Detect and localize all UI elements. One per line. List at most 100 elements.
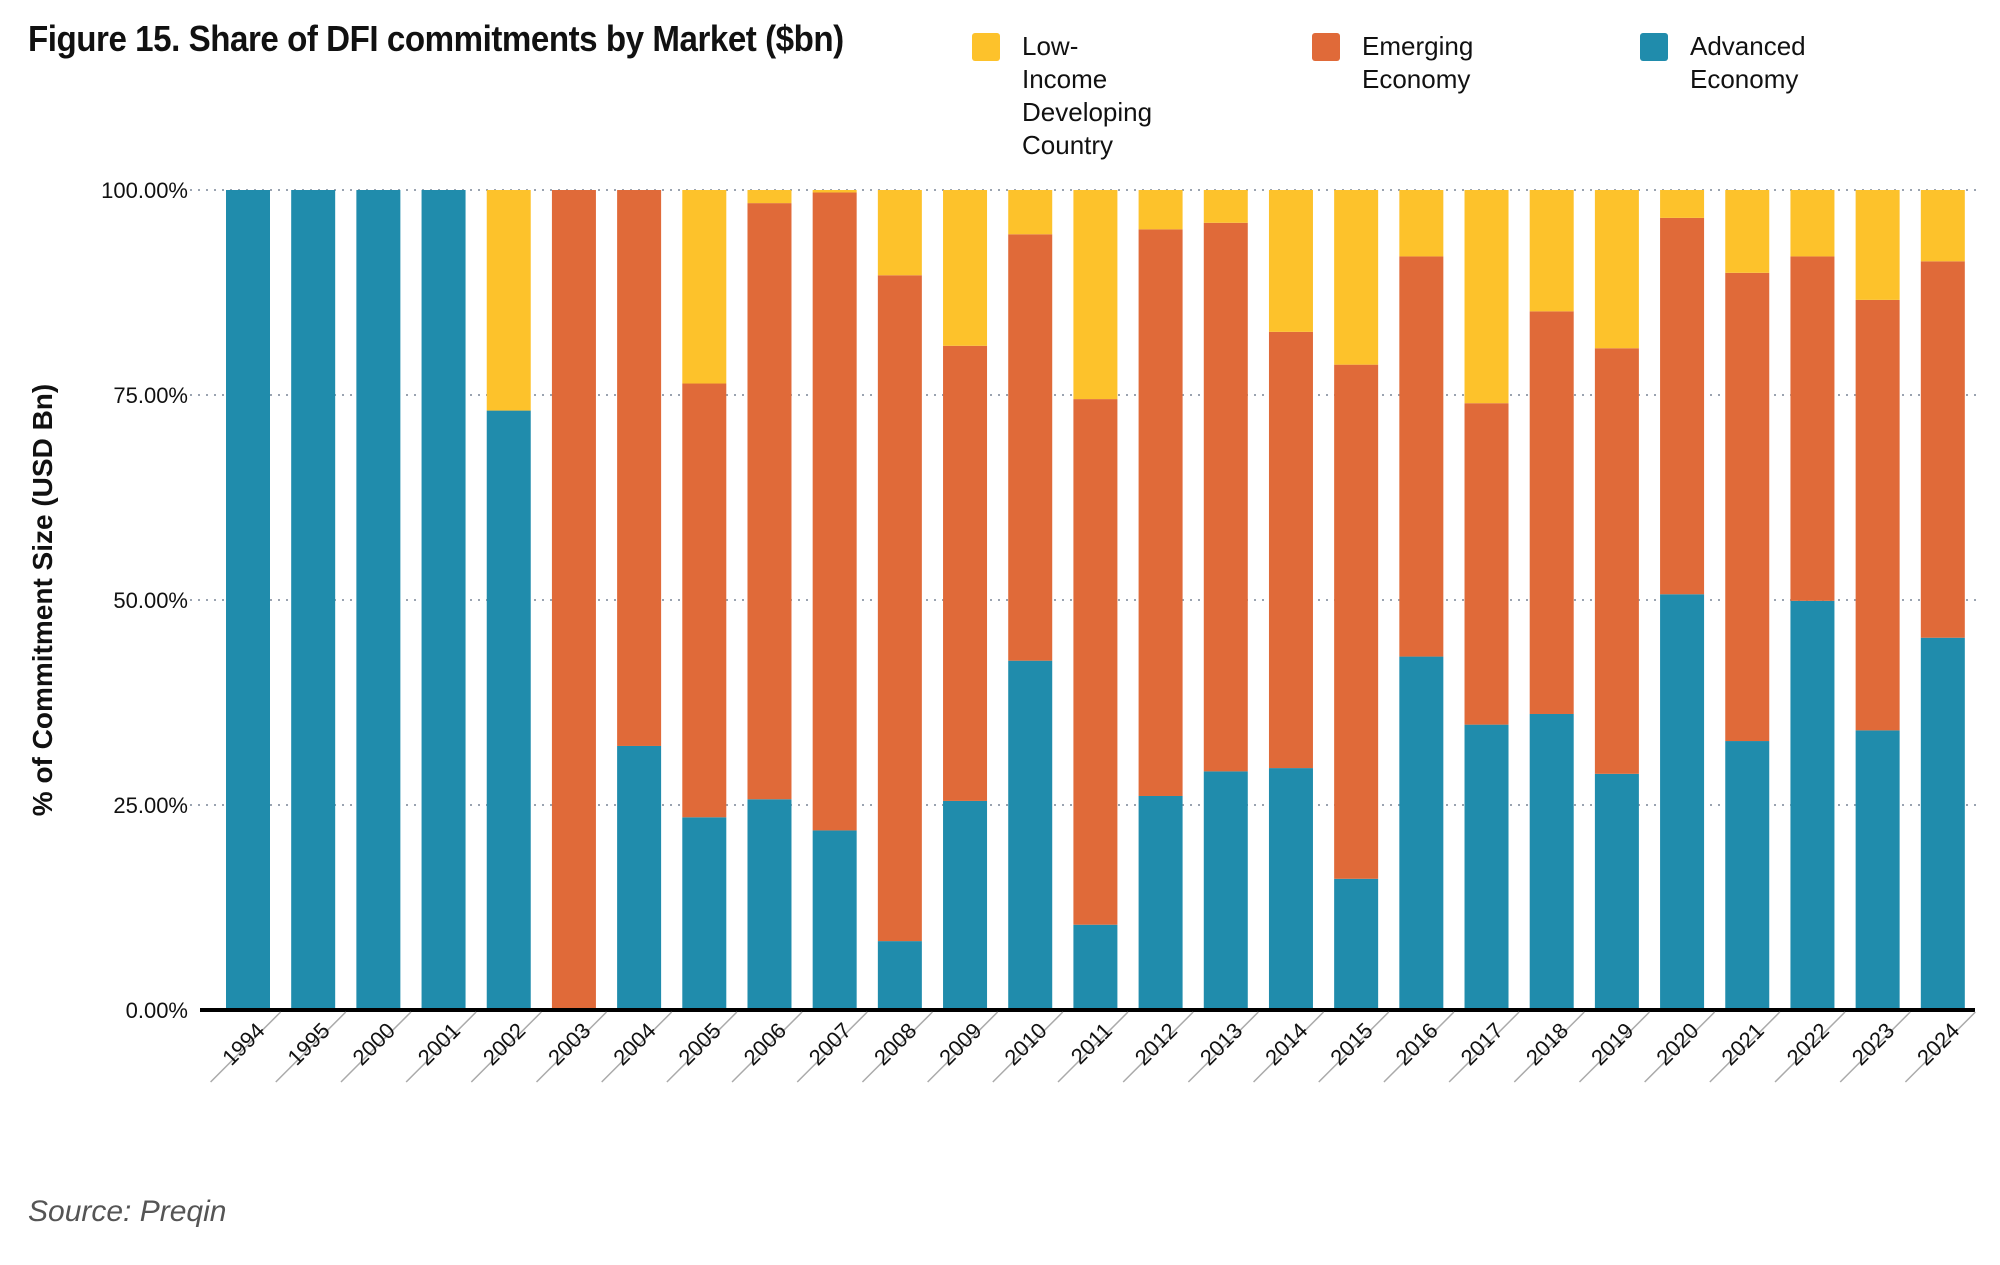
bar-advanced-economy-2004 bbox=[617, 745, 662, 1010]
legend-label-advanced: Advanced Economy bbox=[1690, 31, 1806, 94]
x-tick-label: 2002 bbox=[478, 1018, 530, 1070]
x-tick-label: 2014 bbox=[1260, 1018, 1312, 1070]
bar-group-2015 bbox=[1334, 190, 1379, 1010]
bar-low-income-developing-country-2012 bbox=[1138, 190, 1183, 230]
x-tick-label: 2006 bbox=[739, 1018, 791, 1070]
bar-low-income-developing-country-2019 bbox=[1594, 190, 1639, 349]
bar-group-1995 bbox=[291, 190, 336, 1010]
x-tick-mark bbox=[1774, 1011, 1846, 1083]
bar-group-2023 bbox=[1855, 190, 1900, 1010]
legend-item-low-income: Low-Income Developing Country bbox=[972, 30, 1152, 162]
x-tick-mark bbox=[1839, 1011, 1911, 1083]
x-tick-mark bbox=[1383, 1011, 1455, 1083]
bar-advanced-economy-2015 bbox=[1334, 878, 1379, 1010]
x-tick-label: 2019 bbox=[1586, 1018, 1638, 1070]
bar-group-2007 bbox=[812, 190, 857, 1010]
x-tick-label: 2020 bbox=[1651, 1018, 1703, 1070]
x-tick-mark bbox=[796, 1011, 868, 1083]
bar-emerging-economy-2021 bbox=[1725, 272, 1770, 742]
bar-group-2021 bbox=[1725, 190, 1770, 1010]
y-axis-label: % of Commitment Size (USD Bn) bbox=[27, 384, 58, 816]
x-tick-label: 2013 bbox=[1195, 1018, 1247, 1070]
bar-emerging-economy-2012 bbox=[1138, 229, 1183, 796]
bar-advanced-economy-2009 bbox=[943, 800, 988, 1010]
bar-low-income-developing-country-2018 bbox=[1529, 190, 1574, 312]
bar-group-2011 bbox=[1073, 190, 1118, 1010]
bar-group-2004 bbox=[617, 190, 662, 1010]
bar-emerging-economy-2007 bbox=[812, 192, 857, 831]
bar-advanced-economy-2008 bbox=[877, 941, 922, 1010]
legend-item-emerging: Emerging Economy bbox=[1312, 30, 1473, 96]
bar-group-2009 bbox=[943, 190, 988, 1010]
bar-emerging-economy-2009 bbox=[943, 345, 988, 801]
x-tick-mark bbox=[1644, 1011, 1716, 1083]
source-note: Source: Preqin bbox=[28, 1195, 227, 1228]
bar-group-2024 bbox=[1920, 190, 1965, 1010]
legend-swatch-emerging bbox=[1312, 33, 1340, 61]
bar-emerging-economy-2020 bbox=[1660, 217, 1705, 595]
legend-label-low-income: Low-Income Developing Country bbox=[1022, 31, 1153, 160]
bar-advanced-economy-2018 bbox=[1529, 713, 1574, 1010]
bar-low-income-developing-country-2014 bbox=[1268, 190, 1313, 332]
bar-advanced-economy-2000 bbox=[356, 190, 401, 1010]
bar-low-income-developing-country-2023 bbox=[1855, 190, 1900, 300]
x-tick-mark bbox=[1578, 1011, 1651, 1083]
bar-advanced-economy-2019 bbox=[1594, 773, 1639, 1010]
bar-group-2014 bbox=[1268, 190, 1313, 1010]
x-tick-mark bbox=[1513, 1011, 1585, 1083]
x-tick-label: 2004 bbox=[608, 1018, 660, 1070]
bar-low-income-developing-country-2024 bbox=[1920, 190, 1965, 262]
x-tick-mark bbox=[927, 1011, 999, 1083]
bar-low-income-developing-country-2015 bbox=[1334, 190, 1379, 365]
x-tick-label: 2017 bbox=[1456, 1018, 1508, 1070]
bar-emerging-economy-2008 bbox=[877, 275, 922, 942]
bar-low-income-developing-country-2005 bbox=[682, 190, 727, 384]
bar-advanced-economy-2024 bbox=[1920, 637, 1965, 1010]
x-tick-label: 2011 bbox=[1066, 1018, 1117, 1069]
x-tick-label: 2005 bbox=[674, 1018, 726, 1070]
x-tick-mark bbox=[210, 1011, 282, 1083]
bar-advanced-economy-2016 bbox=[1399, 656, 1444, 1010]
bar-advanced-economy-2014 bbox=[1268, 768, 1313, 1010]
bar-advanced-economy-2020 bbox=[1660, 594, 1705, 1010]
bar-group-2010 bbox=[1008, 190, 1053, 1010]
x-tick-mark bbox=[731, 1011, 803, 1083]
x-tick-mark bbox=[1057, 1011, 1129, 1083]
y-tick-label: 0.00% bbox=[126, 998, 188, 1023]
x-tick-label: 1995 bbox=[282, 1018, 334, 1070]
bar-emerging-economy-2011 bbox=[1073, 399, 1118, 925]
x-tick-label: 2009 bbox=[934, 1018, 986, 1070]
bar-group-2012 bbox=[1138, 190, 1183, 1010]
bar-emerging-economy-2023 bbox=[1855, 299, 1900, 731]
y-tick-label: 75.00% bbox=[113, 383, 188, 408]
x-tick-label: 2008 bbox=[869, 1018, 921, 1070]
x-tick-mark bbox=[405, 1011, 477, 1083]
bar-emerging-economy-2013 bbox=[1203, 222, 1248, 772]
x-tick-label: 2010 bbox=[999, 1018, 1051, 1070]
x-tick-mark bbox=[601, 1011, 673, 1083]
x-tick-mark bbox=[535, 1011, 608, 1083]
bar-advanced-economy-2001 bbox=[421, 190, 466, 1010]
x-tick-mark bbox=[340, 1011, 412, 1083]
bar-emerging-economy-2019 bbox=[1594, 348, 1639, 774]
bar-group-2003 bbox=[551, 190, 596, 1010]
x-tick-label: 2015 bbox=[1325, 1018, 1377, 1070]
legend-item-advanced: Advanced Economy bbox=[1640, 30, 1806, 96]
x-tick-label: 2001 bbox=[413, 1018, 465, 1070]
bar-low-income-developing-country-2010 bbox=[1008, 190, 1053, 235]
bar-emerging-economy-2003 bbox=[551, 190, 596, 1010]
bar-group-2000 bbox=[356, 190, 401, 1010]
bar-group-2013 bbox=[1203, 190, 1248, 1010]
bar-emerging-economy-2022 bbox=[1790, 256, 1835, 601]
bar-group-2005 bbox=[682, 190, 727, 1010]
bar-emerging-economy-2018 bbox=[1529, 311, 1574, 714]
bar-advanced-economy-2017 bbox=[1464, 724, 1509, 1010]
x-tick-mark bbox=[992, 1011, 1064, 1083]
x-tick-mark bbox=[1904, 1011, 1976, 1083]
bar-advanced-economy-2022 bbox=[1790, 600, 1835, 1010]
x-tick-label: 2012 bbox=[1130, 1018, 1182, 1070]
x-tick-label: 2021 bbox=[1717, 1018, 1769, 1070]
bar-low-income-developing-country-2006 bbox=[747, 190, 792, 204]
bar-low-income-developing-country-2020 bbox=[1660, 190, 1705, 218]
